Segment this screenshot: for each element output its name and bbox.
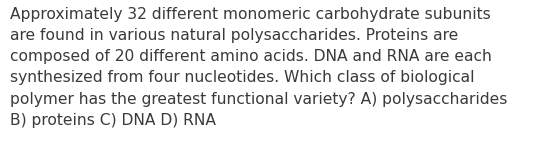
Text: Approximately 32 different monomeric carbohydrate subunits
are found in various : Approximately 32 different monomeric car… (10, 7, 507, 128)
